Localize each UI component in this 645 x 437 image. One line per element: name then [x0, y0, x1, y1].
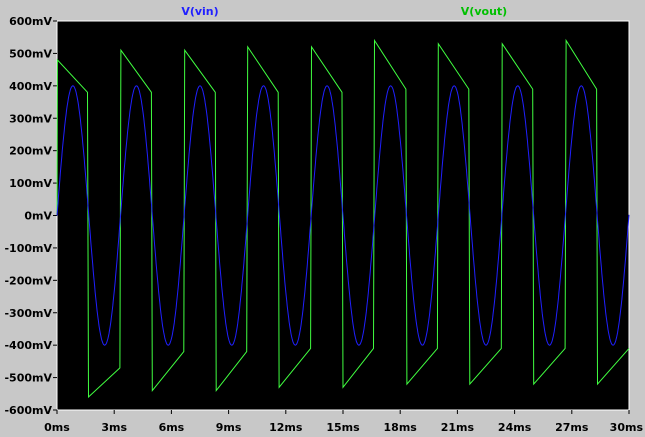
- series-vin-line[interactable]: [56, 85, 630, 346]
- y-tick-label: 100mV: [9, 177, 52, 190]
- legend-vout[interactable]: V(vout): [461, 5, 507, 18]
- x-tick-label: 0ms: [44, 421, 70, 434]
- x-tick-label: 6ms: [159, 421, 185, 434]
- y-tick-label: 600mV: [9, 15, 52, 28]
- legend-vin[interactable]: V(vin): [181, 5, 218, 18]
- y-tick-label: 0mV: [24, 210, 52, 223]
- y-axis: 600mV 500mV 400mV 300mV 200mV 100mV 0mV -100mV -…: [4, 15, 57, 417]
- series-vout-line[interactable]: [56, 38, 630, 399]
- y-tick-label: -400mV: [4, 339, 52, 352]
- x-tick-label: 27ms: [555, 421, 589, 434]
- x-tick-label: 24ms: [498, 421, 532, 434]
- y-tick-label: -300mV: [4, 307, 52, 320]
- y-tick-label: 400mV: [9, 80, 52, 93]
- y-tick-label: -100mV: [4, 242, 52, 255]
- y-tick-label: -500mV: [4, 372, 52, 385]
- y-tick-label: 200mV: [9, 145, 52, 158]
- x-tick-label: 15ms: [326, 421, 360, 434]
- y-tick-label: 300mV: [9, 112, 52, 125]
- x-tick-label: 3ms: [101, 421, 127, 434]
- x-tick-label: 21ms: [441, 421, 475, 434]
- x-tick-label: 9ms: [216, 421, 242, 434]
- x-tick-label: 30ms: [610, 421, 644, 434]
- y-tick-label: -600mV: [4, 404, 52, 417]
- x-axis: 0ms 3ms 6ms 9ms 12ms 15ms 18ms 21ms 24ms 27ms 30ms: [44, 410, 643, 434]
- y-tick-label: -200mV: [4, 274, 52, 287]
- y-tick-label: 500mV: [9, 47, 52, 60]
- traces: [56, 38, 630, 399]
- x-tick-label: 18ms: [384, 421, 418, 434]
- x-tick-label: 12ms: [269, 421, 303, 434]
